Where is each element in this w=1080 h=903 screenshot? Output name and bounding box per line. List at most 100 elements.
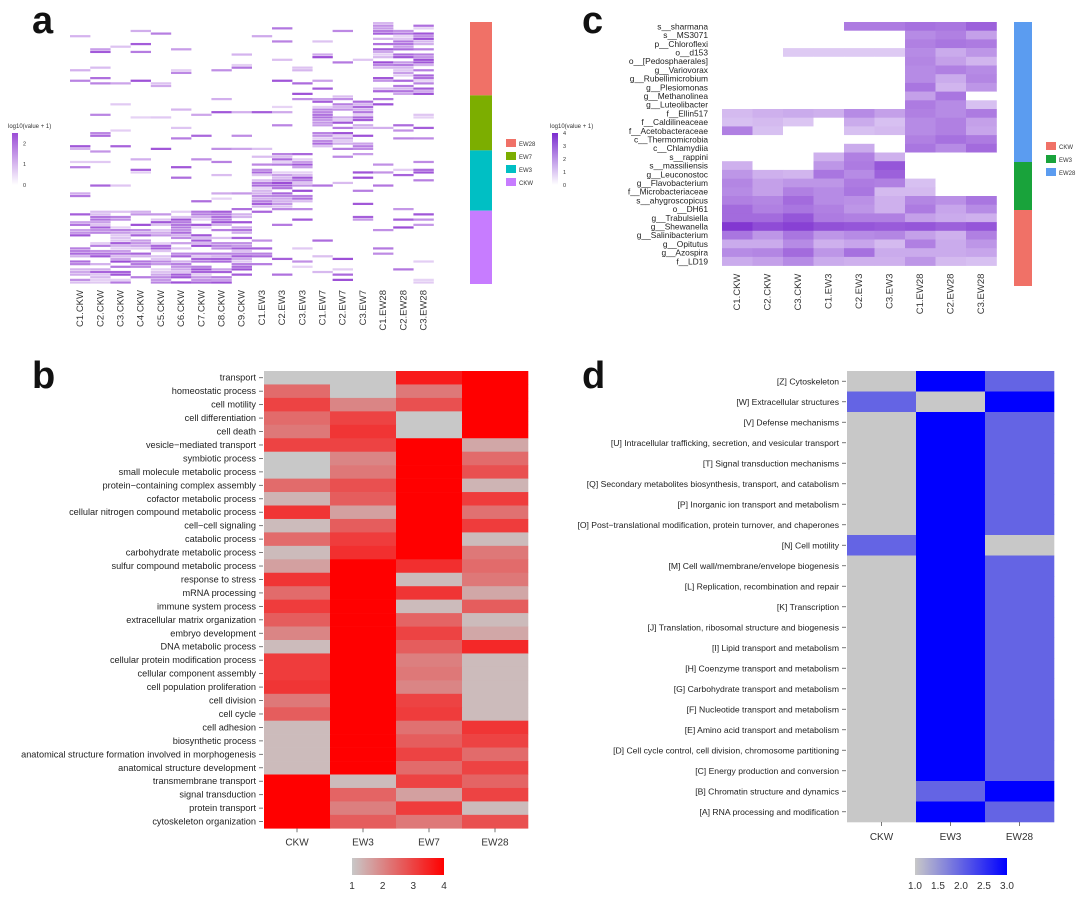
- column-label: C3.CKW: [793, 274, 804, 311]
- heat-cell: [251, 171, 273, 174]
- column-label: EW3: [352, 837, 374, 848]
- heat-cell: [264, 559, 331, 574]
- heat-cell: [264, 680, 331, 695]
- heat-cell: [985, 740, 1055, 761]
- heat-cell: [722, 39, 753, 49]
- heat-cell: [916, 617, 986, 638]
- heat-cell: [312, 145, 333, 148]
- heat-cell: [783, 256, 814, 266]
- row-label: g__Trabulsiella: [652, 213, 709, 223]
- heat-cell: [935, 256, 967, 266]
- row-label: [F] Nucleotide transport and metabolism: [687, 704, 839, 714]
- heat-cell: [264, 814, 331, 829]
- colorbar-tick-label: 2: [563, 157, 566, 163]
- heat-cell: [985, 576, 1055, 597]
- heat-cell: [211, 255, 232, 258]
- heat-cell: [783, 161, 814, 171]
- heat-cell: [813, 117, 845, 127]
- heat-cell: [264, 532, 331, 547]
- heat-cell: [264, 492, 331, 506]
- heat-cell: [272, 187, 293, 190]
- heat-cell: [110, 244, 131, 247]
- heat-cell: [752, 74, 784, 84]
- heat-cell: [413, 281, 434, 284]
- heat-cell: [373, 27, 394, 30]
- heat-cell: [844, 256, 875, 266]
- heat-cell: [330, 787, 397, 802]
- heat-cell: [264, 586, 331, 600]
- heat-cell: [110, 260, 131, 263]
- colorbar-tick-label: 2.0: [954, 881, 968, 892]
- heat-cell: [312, 111, 333, 114]
- heat-cell: [935, 135, 967, 145]
- heat-cell: [373, 163, 394, 166]
- heat-cell: [844, 30, 875, 40]
- heat-cell: [462, 693, 529, 708]
- heat-cell: [813, 143, 845, 153]
- heat-cell: [966, 109, 997, 118]
- row-label: cell motility: [211, 400, 256, 410]
- heat-cell: [130, 210, 151, 213]
- heat-cell: [191, 257, 212, 261]
- colorbar-tick-label: 1: [23, 162, 26, 168]
- heat-cell: [396, 492, 463, 506]
- heat-cell: [413, 126, 434, 130]
- heat-cell: [847, 473, 917, 495]
- row-label: f__LD19: [676, 256, 708, 266]
- heat-cell: [935, 30, 967, 40]
- heat-cell: [150, 32, 172, 35]
- panel-label-a: a: [32, 0, 54, 42]
- heat-cell: [393, 56, 414, 59]
- heat-cell: [90, 82, 111, 85]
- heat-cell: [191, 210, 212, 213]
- group-legend-label: EW7: [519, 155, 533, 161]
- heat-cell: [722, 117, 753, 127]
- heat-cell: [332, 126, 353, 130]
- heat-cell: [847, 740, 917, 761]
- heat-cell: [916, 760, 986, 782]
- heat-cell: [916, 535, 986, 556]
- heat-cell: [966, 152, 997, 162]
- heat-cell: [251, 168, 273, 171]
- heat-cell: [70, 249, 91, 253]
- heat-cell: [70, 35, 91, 38]
- heat-cell: [264, 747, 331, 762]
- heat-cell: [150, 263, 172, 266]
- heat-cell: [330, 465, 397, 479]
- row-label: [V] Defense mechanisms: [743, 417, 839, 427]
- heat-cell: [312, 118, 333, 122]
- heat-cell: [413, 82, 434, 85]
- heat-cell: [413, 278, 434, 281]
- heat-cell: [292, 179, 313, 182]
- heat-cell: [413, 27, 434, 30]
- row-label: o__DH61: [673, 204, 709, 214]
- column-label: C2.CKW: [763, 274, 774, 311]
- heat-cell: [396, 653, 463, 668]
- heat-cell: [272, 257, 293, 261]
- heat-cell: [312, 139, 333, 143]
- heat-cell: [171, 255, 192, 258]
- heat-cell: [847, 494, 917, 515]
- heat-cell: [231, 260, 252, 263]
- column-label: EW28: [1006, 832, 1034, 843]
- heat-cell: [110, 242, 131, 245]
- heat-cell: [966, 248, 997, 258]
- heat-cell: [231, 257, 252, 261]
- heat-cell: [264, 518, 331, 533]
- heat-cell: [966, 126, 997, 136]
- heat-cell: [251, 247, 273, 250]
- heat-cell: [985, 535, 1055, 556]
- heat-cell: [462, 613, 529, 627]
- heat-cell: [130, 263, 151, 266]
- heat-cell: [110, 239, 131, 242]
- heat-cell: [783, 65, 814, 75]
- heat-cell: [396, 787, 463, 802]
- heat-cell: [783, 178, 814, 188]
- heat-cell: [752, 91, 784, 101]
- heat-cell: [393, 69, 414, 72]
- heat-cell: [905, 74, 936, 84]
- heat-cell: [752, 178, 784, 188]
- heat-cell: [985, 719, 1055, 741]
- heat-cell: [985, 412, 1055, 433]
- heat-cell: [171, 71, 192, 75]
